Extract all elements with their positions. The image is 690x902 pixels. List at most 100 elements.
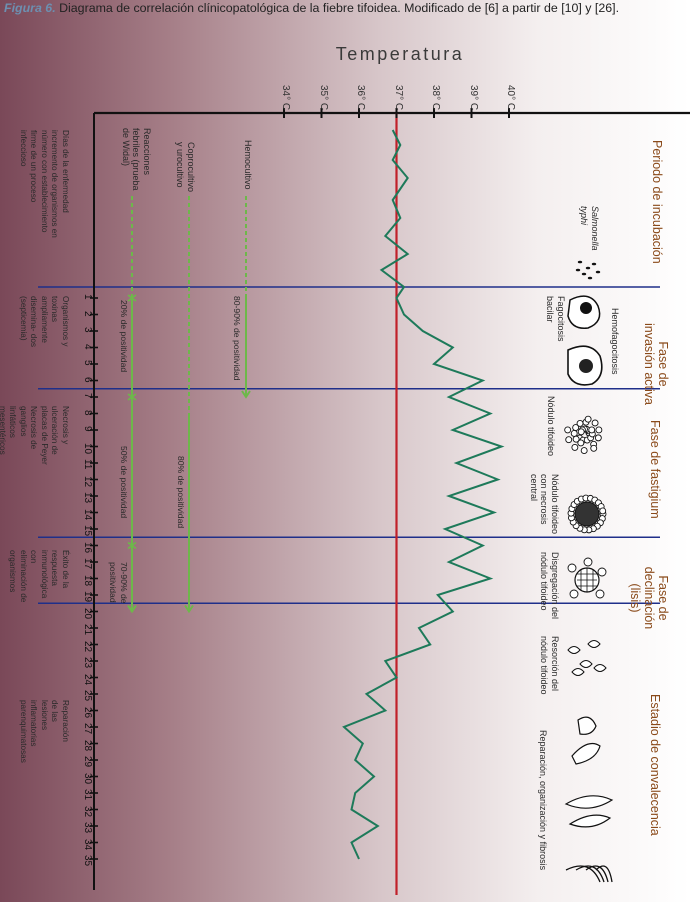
bacillus-icon — [581, 272, 587, 276]
temperature-title: Temperatura — [335, 44, 465, 64]
temperature-tick-label: 36° C — [355, 85, 366, 111]
test-lines — [127, 196, 251, 614]
resorbing-cell-icon — [587, 640, 601, 648]
day-label: 23 — [82, 657, 93, 669]
phase-incubation: Periodo de incubación — [650, 140, 664, 264]
day-label: 33 — [82, 822, 93, 834]
label-repair: Reparación, organización y fibrosis — [538, 730, 548, 871]
fibroblast-icon — [568, 814, 612, 828]
detached-cell-icon — [597, 567, 607, 577]
day-label: 6 — [82, 376, 93, 383]
label-widal-pct3: 70-90% de positividad — [108, 562, 130, 604]
widal-marker-2 — [127, 541, 137, 550]
phase-convalescence: Estadio de convalecencia — [648, 694, 662, 836]
label-coproculture: Coprocultivo y urocultivo — [175, 142, 197, 193]
phase-lines — [38, 286, 660, 605]
fibrosis-strand-icon — [595, 865, 613, 883]
temperature-curve — [342, 129, 505, 860]
day-label: 19 — [82, 591, 93, 603]
day-label: 14 — [82, 508, 93, 520]
nodule-cell-icon — [594, 434, 602, 442]
bacillus-icon — [577, 260, 583, 264]
nodule-cell-icon — [570, 429, 578, 437]
nodule-cell-icon — [572, 424, 580, 432]
label-widal-pct1: 20% de positividad — [119, 300, 129, 373]
day-label: 5 — [82, 360, 93, 366]
label-disaggregation: Disgregación del nódulo tifoideo — [539, 552, 561, 620]
nodule-cell-icon — [571, 443, 579, 451]
day-label: 13 — [82, 492, 93, 504]
label-salmonella: Salmonella typhi — [579, 206, 601, 251]
disaggregated-grid-icon — [577, 568, 597, 592]
day-label: 30 — [82, 772, 93, 784]
label-hemoculture: Hemocultivo — [243, 140, 253, 190]
nodule-cell-icon — [590, 444, 598, 452]
temperature-curve-group — [342, 129, 505, 860]
repair-cell-icon — [571, 743, 601, 765]
label-phagocytosis: Fagocitosis bacilar — [545, 296, 567, 342]
note-incubation: Días de la enfermedad incremento de orga… — [19, 130, 70, 238]
phase-fastigium: Fase de fastigium — [648, 420, 662, 519]
day-label: 4 — [82, 343, 93, 350]
nodule-cell-icon — [588, 426, 596, 434]
nodule-cell-icon — [580, 447, 588, 455]
day-label: 22 — [82, 640, 93, 652]
day-label: 24 — [82, 673, 93, 685]
day-label: 9 — [82, 426, 93, 432]
detached-cell-icon — [567, 563, 577, 573]
day-label: 25 — [82, 690, 93, 702]
pathology-icons — [564, 260, 614, 883]
detached-cell-icon — [569, 589, 579, 599]
repair-cell-icon — [577, 716, 597, 735]
day-label: 28 — [82, 739, 93, 751]
label-nodule: Nódulo tifoideo — [546, 396, 556, 457]
necrosis-center-icon — [574, 501, 600, 527]
hemophagocyte-nucleus-icon — [579, 359, 593, 373]
label-widal: Reacciones febriles (prueba de Widal) — [121, 128, 152, 191]
test-arrow-0 — [241, 390, 251, 399]
bacillus-icon — [575, 268, 581, 272]
axes — [90, 108, 690, 895]
day-label: 32 — [82, 805, 93, 817]
bacillus-icon — [595, 270, 601, 274]
phase-decline: Fase de declinación (lisis) — [628, 566, 670, 630]
resorbing-cell-icon — [579, 660, 593, 668]
day-label: 10 — [82, 442, 93, 454]
label-coproculture-pct: 80% de positividad — [176, 456, 186, 529]
label-hemoculture-pct: 80-90% de positividad — [232, 296, 242, 381]
day-label: 7 — [82, 393, 93, 399]
day-label: 3 — [82, 327, 93, 333]
day-label: 15 — [82, 525, 93, 537]
day-label: 20 — [82, 607, 93, 619]
resorbing-cell-icon — [593, 664, 607, 672]
bacillus-icon — [585, 266, 591, 270]
day-label: 31 — [82, 789, 93, 801]
day-label: 16 — [82, 541, 93, 553]
temperature-tick-label: 39° C — [467, 85, 479, 111]
phagocyte-nucleus-icon — [580, 302, 592, 314]
nodule-cell-icon — [584, 415, 592, 423]
note-decline: Éxito de la respuesta inmunológica con e… — [8, 550, 71, 603]
day-label: 21 — [82, 624, 93, 636]
phase-invasion: Fase de invasión activa — [642, 323, 670, 405]
nodule-cell-icon — [572, 435, 580, 443]
day-label: 2 — [82, 310, 93, 317]
figure-caption: Figura 6. Diagrama de correlación clínic… — [4, 1, 619, 15]
nodule-cell-icon — [591, 419, 599, 427]
nodule-cell-icon — [565, 436, 573, 444]
day-label: 11 — [82, 459, 93, 470]
temperature-tick-label: 38° C — [430, 85, 441, 111]
fibrosis-strand-icon — [565, 865, 601, 883]
day-label: 29 — [82, 756, 93, 768]
bacillus-icon — [591, 262, 597, 266]
temperature-tick-label: 35° C — [317, 85, 329, 111]
nodule-cell-icon — [577, 428, 585, 436]
resorbing-cell-icon — [567, 646, 581, 654]
fibroblast-icon — [564, 795, 614, 809]
widal-marker-0 — [127, 294, 137, 302]
test-arrow-2 — [127, 604, 137, 614]
day-label: 12 — [82, 475, 93, 487]
test-arrow-1 — [184, 604, 194, 614]
